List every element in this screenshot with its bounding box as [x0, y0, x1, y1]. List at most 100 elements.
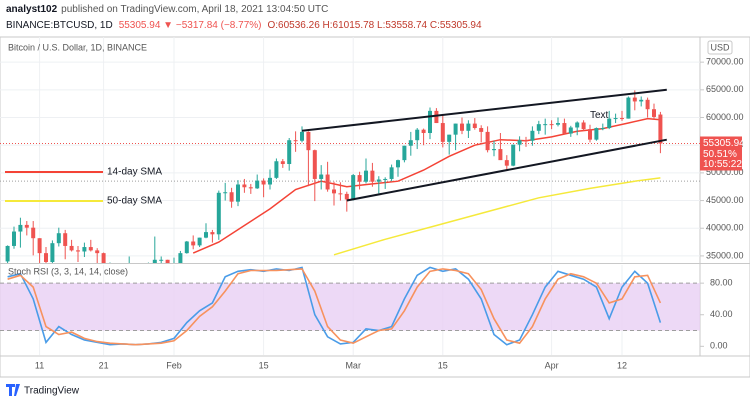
y-tick-label: 50000.00 [706, 167, 744, 177]
x-tick-label: 15 [438, 360, 448, 370]
candle-body [645, 99, 650, 110]
candle-body [524, 140, 528, 142]
candle-body [440, 123, 445, 142]
candle-body [223, 192, 228, 194]
candle-body [517, 140, 522, 145]
candle-body [24, 224, 29, 228]
brand-name: TradingView [24, 386, 80, 397]
candle-body [332, 189, 336, 194]
symbol: BINANCE:BTCUSD, 1D [6, 20, 113, 31]
candle-body [50, 243, 55, 262]
candle-body [5, 245, 10, 262]
candle-body [338, 193, 343, 195]
candle-body [351, 175, 356, 200]
candle-body [236, 184, 240, 202]
price-tag-line: 50.51% [703, 149, 737, 160]
y-tick-label: 40000.00 [706, 223, 744, 233]
candle-body [165, 259, 170, 263]
brand-logo [6, 384, 20, 396]
candle-body [530, 130, 535, 141]
candle-body [146, 265, 150, 282]
y-tick-label: 35000.00 [706, 250, 744, 260]
quote: 55305.94 ▼ −5317.84 (−8.77%) [119, 20, 262, 31]
candle-body [63, 233, 68, 246]
x-tick-label: 21 [99, 360, 109, 370]
candle-body [178, 253, 183, 263]
y-tick-label: 45000.00 [706, 195, 744, 205]
price-tag-value: 55305.94 [703, 138, 745, 149]
candle-body [37, 238, 42, 254]
candle-body [280, 161, 285, 165]
candle-body [568, 127, 573, 134]
candle-body [261, 180, 266, 185]
price-tag-line: 10:55:22 [703, 159, 742, 170]
y-tick-label: 40.00 [710, 309, 733, 319]
candle-body [101, 253, 106, 263]
candle-body [216, 192, 221, 235]
candle-body [76, 250, 80, 252]
candle-body [140, 270, 144, 282]
price-pane: Text [0, 88, 700, 282]
candle-body [364, 170, 368, 182]
sma-line [192, 117, 661, 254]
candle-body [466, 123, 471, 131]
chart-frame [0, 36, 750, 378]
candle-body [44, 253, 48, 262]
y-tick-label: 70000.00 [706, 57, 744, 67]
candle-body [549, 124, 554, 126]
candle-body [152, 259, 157, 263]
stoch-line [7, 268, 662, 346]
stoch-band [0, 283, 700, 331]
x-tick-label: Mar [345, 360, 361, 370]
candle-body [389, 167, 394, 179]
candle-body [293, 140, 298, 142]
candle-body [556, 123, 560, 125]
candle-body [543, 124, 548, 126]
candle-body [613, 118, 618, 120]
brand[interactable]: TradingView [6, 384, 80, 397]
candle-body [658, 114, 663, 144]
y-tick-label: 0.00 [710, 341, 728, 351]
candle-body [460, 123, 464, 131]
candle-body [95, 250, 100, 254]
annotation: Text [590, 110, 609, 121]
candle-body [268, 177, 272, 185]
candle-body [415, 129, 420, 141]
candle-body [504, 160, 509, 166]
candle-body [479, 128, 484, 132]
x-tick-label: Feb [166, 360, 182, 370]
currency-box[interactable] [707, 40, 733, 55]
candle-body [652, 109, 656, 117]
candle-body [453, 123, 458, 135]
candle-body [376, 179, 381, 182]
candle-body [88, 247, 93, 251]
stoch-pane [0, 266, 700, 346]
candle-body [428, 110, 432, 134]
y-tick-label: 80.00 [710, 278, 733, 288]
candle-body [383, 178, 388, 180]
candle-body [274, 161, 279, 178]
candle-body [325, 174, 330, 190]
author[interactable]: analyst102 [6, 4, 58, 15]
candle-body [562, 123, 567, 134]
candle-body [498, 149, 503, 161]
axes: 11 21 Feb 15 Mar 15 Apr 12 35000.00 40000.00 45000… [5, 57, 745, 370]
candle-body [632, 97, 637, 102]
candle-body [312, 150, 317, 179]
stoch-title: Stoch RSI (3, 3, 14, 14, close) [8, 266, 128, 276]
candle-body [370, 170, 375, 182]
candle-body [159, 259, 164, 261]
candle-body [600, 128, 605, 130]
candle-body [248, 187, 253, 189]
candle-body [402, 145, 407, 161]
candle-body [204, 232, 208, 238]
candle-body [82, 247, 87, 252]
trendline [346, 138, 667, 202]
candle-body [18, 224, 23, 232]
ohlc-text: O:60536.26 H:61015.78 L:53558.74 C:55305… [267, 20, 482, 31]
sma-line [333, 177, 661, 256]
currency: USD [710, 42, 730, 52]
candle-body [229, 192, 234, 202]
candle-body [485, 131, 490, 151]
